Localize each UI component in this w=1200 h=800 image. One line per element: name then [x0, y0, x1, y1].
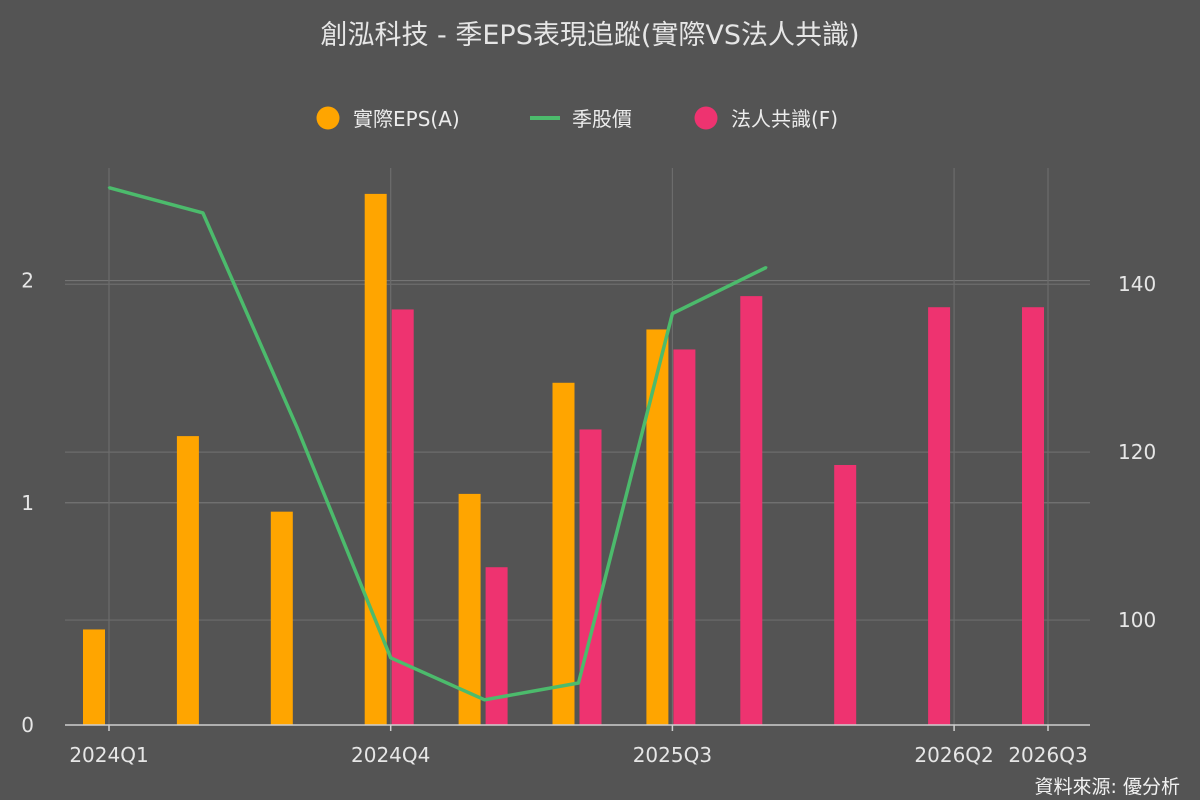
y-right-tick-120: 120 [1118, 440, 1156, 464]
price-point-2024Q3 [295, 425, 298, 429]
bar-actual-2025Q3 [646, 329, 669, 725]
price-point-2025Q3 [671, 312, 674, 315]
legend-label: 季股價 [572, 107, 632, 131]
bar-forecast-2025Q2 [579, 429, 602, 725]
bar-actual-2024Q1 [83, 629, 105, 725]
chart-legend[interactable]: 實際EPS(A) 季股價 法人共識(F) [316, 106, 839, 132]
y-left-tick-2: 2 [21, 269, 34, 293]
legend-label: 實際EPS(A) [353, 107, 460, 131]
legend-item-1[interactable]: 實際EPS(A) [316, 106, 460, 132]
price-line [108, 186, 768, 702]
price-point-2025Q2 [577, 681, 580, 685]
legend-item-2[interactable]: 季股價 [530, 107, 632, 131]
axes: 0 1 2 100 120 140 2024Q1 2024Q4 2025Q3 2026Q2 2026… [21, 269, 1156, 767]
legend-label: 法人共識(F) [731, 107, 838, 131]
price-point-2024Q2 [201, 211, 205, 215]
x-tick-2024Q1: 2024Q1 [69, 743, 148, 767]
legend-marker [316, 106, 340, 130]
price-line-series [107, 186, 768, 702]
bar-forecast-2025Q1 [485, 567, 508, 725]
bar-forecast-2026Q3 [1022, 307, 1044, 725]
bar-actual-2024Q2 [176, 436, 199, 725]
bar-actual-2024Q4 [364, 193, 387, 725]
y-left-tick-1: 1 [21, 491, 34, 515]
x-tick-2026Q3: 2026Q3 [1008, 743, 1087, 767]
bar-forecast-2025Q3 [673, 349, 696, 725]
y-left-tick-0: 0 [21, 713, 34, 737]
x-tick-2025Q3: 2025Q3 [633, 743, 712, 767]
x-tick-2026Q2: 2026Q2 [914, 743, 993, 767]
price-point-2024Q4 [389, 656, 392, 660]
bar-actual-2025Q1 [458, 493, 481, 725]
bar-forecast-2024Q4 [391, 309, 414, 725]
price-point-2025Q1 [483, 698, 486, 702]
legend-marker [694, 106, 718, 130]
y-right-tick-100: 100 [1118, 608, 1156, 632]
y-right-tick-140: 140 [1118, 272, 1156, 296]
source-credit: 資料來源: 優分析 [1035, 776, 1180, 798]
bar-actual-2025Q2 [552, 382, 575, 725]
bar-forecast-2026Q1 [834, 465, 857, 725]
price-point-2025Q4 [765, 266, 768, 269]
x-tick-2024Q4: 2024Q4 [351, 743, 430, 767]
bar-forecast-2025Q4 [740, 296, 763, 725]
bar-series [83, 193, 1044, 725]
bar-forecast-2026Q2 [928, 307, 951, 725]
chart-title: 創泓科技 - 季EPS表現追蹤(實際VS法人共識) [320, 20, 859, 51]
price-point-2024Q1 [107, 186, 111, 189]
bar-actual-2024Q3 [270, 511, 293, 725]
legend-item-3[interactable]: 法人共識(F) [694, 106, 839, 132]
